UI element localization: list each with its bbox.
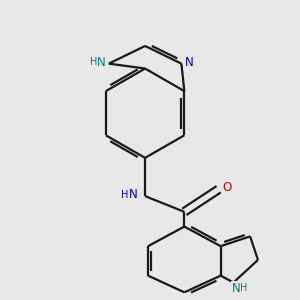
Text: N: N: [129, 188, 138, 201]
Text: O: O: [222, 181, 232, 194]
Text: N: N: [97, 56, 106, 69]
Text: H: H: [90, 57, 98, 67]
Text: H: H: [240, 284, 247, 293]
Text: N: N: [232, 282, 241, 295]
Text: N: N: [184, 56, 193, 69]
Text: H: H: [121, 190, 128, 200]
